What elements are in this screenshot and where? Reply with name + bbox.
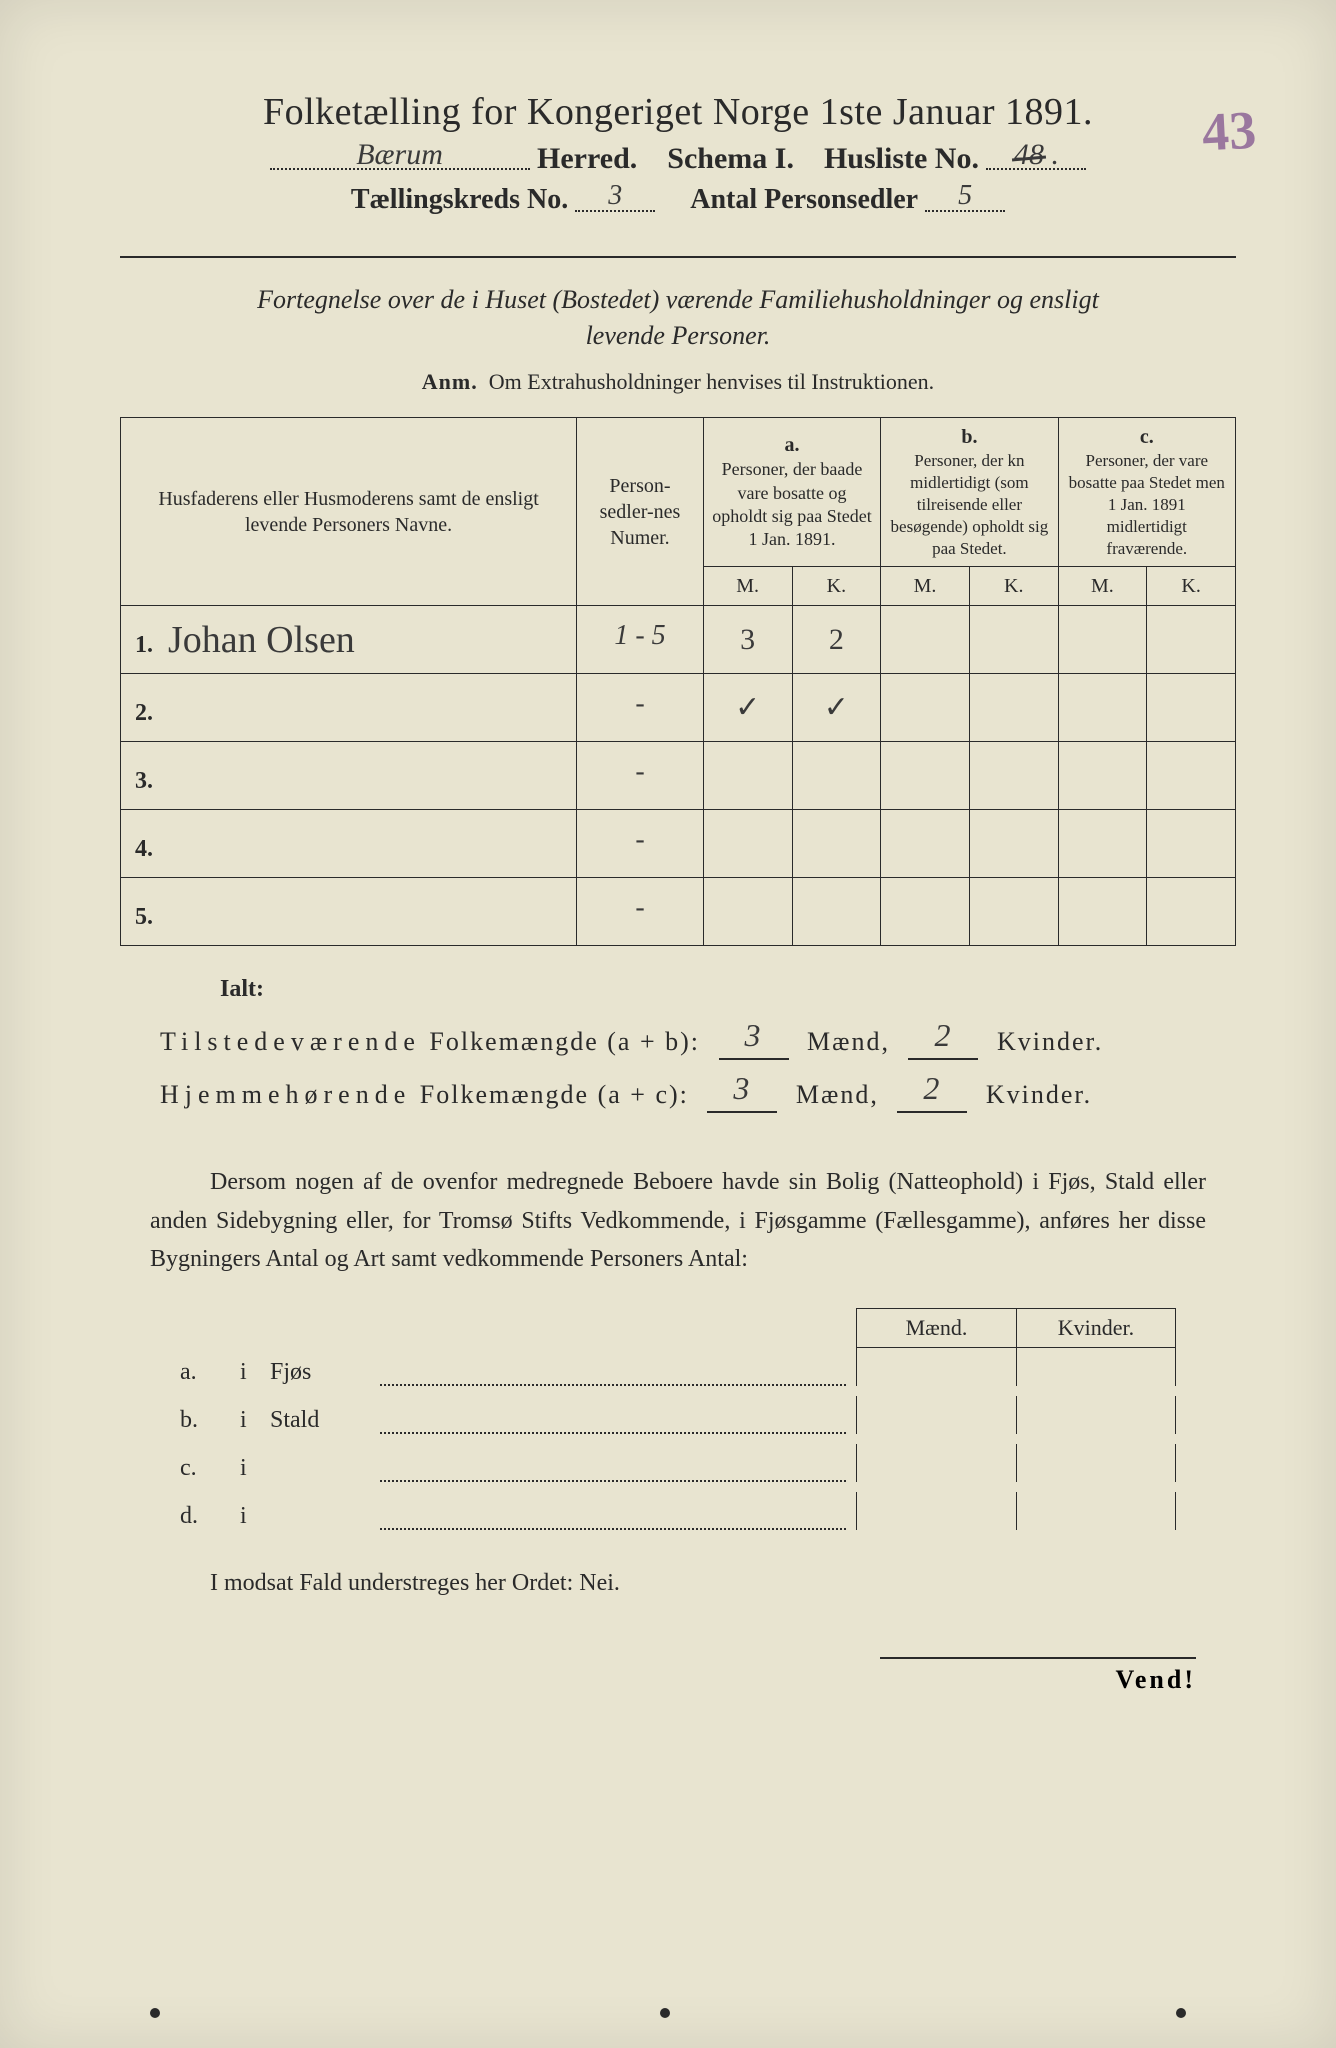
kvinder-header: Kvinder. (1016, 1308, 1176, 1348)
annotation-note: Anm. Om Extrahusholdninger henvises til … (120, 369, 1236, 395)
col-c-k: K. (1147, 567, 1236, 606)
list-item: d.i (180, 1492, 1176, 1530)
registration-dot-icon (660, 2008, 670, 2018)
table-row: 5. - (121, 878, 1236, 946)
herred-value: Bærum (356, 138, 443, 171)
divider (120, 256, 1236, 258)
col-a-k: K. (792, 567, 881, 606)
col-a-label: a. Personer, der baade vare bosatte og o… (703, 417, 880, 566)
col-c-label: c. Personer, der vare bosatte paa Stedet… (1058, 417, 1235, 566)
anm-label: Anm. (422, 369, 478, 394)
mk-column-header: Mænd. Kvinder. (120, 1308, 1176, 1348)
nei-line: I modsat Fald understreges her Ordet: Ne… (210, 1570, 1236, 1597)
husliste-label: Husliste No. (824, 142, 979, 175)
antal-value: 5 (958, 180, 972, 211)
header-row-herred: Bærum Herred. Schema I. Husliste No. 48 … (120, 142, 1236, 176)
census-table: Husfaderens eller Husmoderens samt de en… (120, 417, 1236, 946)
form-subheading: Fortegnelse over de i Huset (Bostedet) v… (120, 282, 1236, 355)
subhead-line1: Fortegnelse over de i Huset (Bostedet) v… (257, 285, 1099, 314)
ab-maend-value: 3 (745, 1017, 763, 1053)
subhead-line2: levende Personer. (586, 321, 771, 350)
list-item: a.iFjøs (180, 1348, 1176, 1386)
col-a-m: M. (703, 567, 792, 606)
ac-maend-value: 3 (733, 1070, 751, 1106)
vend-label: Vend! (880, 1657, 1196, 1695)
totals-ac: Hjemmehørende Folkemængde (a + c): 3 Mæn… (160, 1074, 1196, 1113)
anm-text: Om Extrahusholdninger henvises til Instr… (489, 369, 934, 394)
table-row: 2. -✓✓ (121, 674, 1236, 742)
herred-label: Herred. (537, 142, 637, 175)
schema-label: Schema I. (667, 142, 794, 175)
form-title: Folketælling for Kongeriget Norge 1ste J… (120, 90, 1236, 134)
ab-kvinder-value: 2 (934, 1017, 952, 1053)
census-form-page: 43 Folketælling for Kongeriget Norge 1st… (0, 0, 1336, 2048)
husliste-value: . (1051, 138, 1059, 171)
registration-dot-icon (150, 2008, 160, 2018)
list-item: b.iStald (180, 1396, 1176, 1434)
totals-ab: Tilstedeværende Folkemængde (a + b): 3 M… (160, 1021, 1196, 1060)
antal-label: Antal Personsedler (690, 184, 918, 215)
table-row: 3. - (121, 742, 1236, 810)
tkreds-label: Tællingskreds No. (351, 184, 568, 215)
list-item: c.i (180, 1444, 1176, 1482)
husliste-struck-value: 48 (1014, 138, 1044, 172)
totals-block: Ialt: Tilstedeværende Folkemængde (a + b… (160, 976, 1196, 1113)
col-names-header: Husfaderens eller Husmoderens samt de en… (121, 417, 577, 605)
ialt-label: Ialt: (220, 976, 1196, 1003)
ac-kvinder-value: 2 (923, 1070, 941, 1106)
tkreds-value: 3 (608, 180, 622, 211)
table-row: 4. - (121, 810, 1236, 878)
col-b-m: M. (881, 567, 970, 606)
col-b-label: b. Personer, der kn midlertidigt (som ti… (881, 417, 1058, 566)
col-numer-header: Person-sedler-nes Numer. (577, 417, 704, 605)
registration-dot-icon (1176, 2008, 1186, 2018)
maend-header: Mænd. (856, 1308, 1016, 1348)
building-list: a.iFjøs b.iStald c.i d.i (180, 1348, 1176, 1530)
col-b-k: K. (969, 567, 1058, 606)
instruction-paragraph: Dersom nogen af de ovenfor medregnede Be… (150, 1163, 1206, 1278)
table-row: 1. Johan Olsen1 - 532 (121, 606, 1236, 674)
header-row-kreds: Tællingskreds No. 3 Antal Personsedler 5 (120, 184, 1236, 216)
col-c-m: M. (1058, 567, 1147, 606)
